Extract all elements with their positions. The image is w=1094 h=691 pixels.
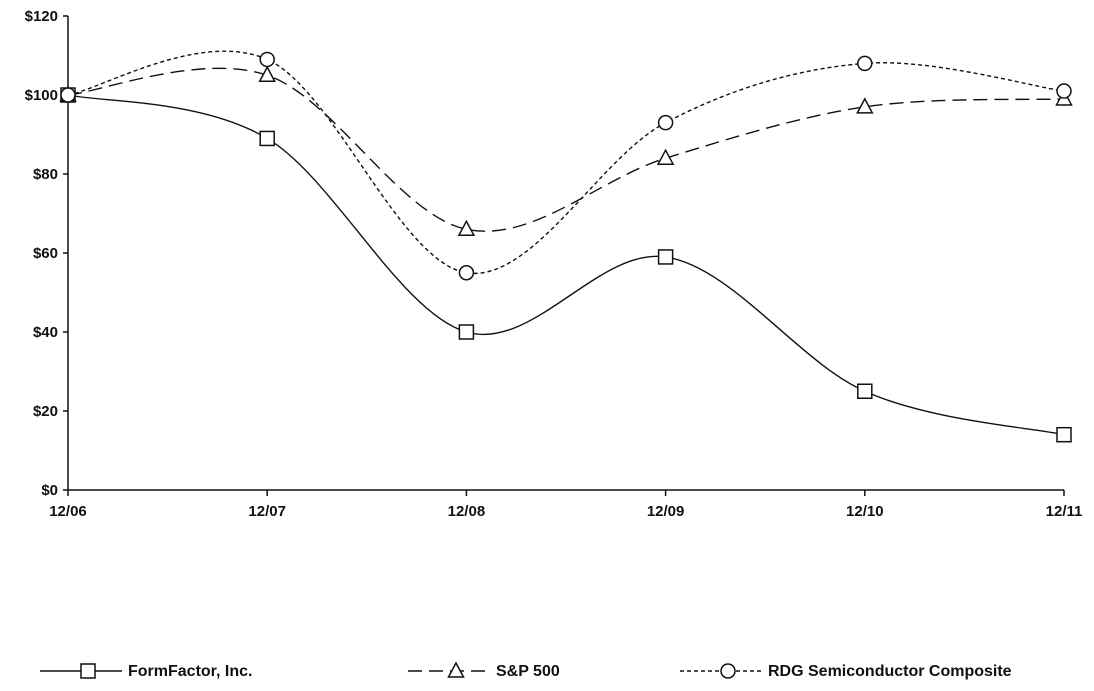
series-layer bbox=[59, 50, 1073, 443]
data-point bbox=[657, 249, 674, 265]
x-tick-label: 12/08 bbox=[448, 503, 486, 520]
legend-marker bbox=[447, 661, 465, 678]
legend-marker bbox=[80, 663, 96, 679]
y-tick-label: $0 bbox=[41, 482, 58, 499]
series-2 bbox=[60, 50, 1072, 281]
legend-label: S&P 500 bbox=[496, 663, 560, 680]
data-point bbox=[857, 383, 873, 399]
data-point bbox=[259, 130, 275, 147]
y-tick-label: $100 bbox=[25, 87, 58, 104]
data-point bbox=[60, 87, 76, 103]
series-line bbox=[67, 50, 1065, 274]
data-point bbox=[856, 97, 874, 114]
y-tick-label: $60 bbox=[33, 245, 58, 262]
x-tick-label: 12/11 bbox=[1046, 503, 1083, 520]
series-1 bbox=[59, 65, 1073, 237]
data-point bbox=[656, 148, 675, 165]
data-point bbox=[458, 324, 475, 340]
x-tick-label: 12/09 bbox=[647, 503, 685, 520]
data-point bbox=[259, 51, 275, 68]
legend-item-1: S&P 500 bbox=[408, 661, 560, 680]
x-tick-label: 12/10 bbox=[846, 503, 884, 520]
legend-item-2: RDG Semiconductor Composite bbox=[680, 663, 1012, 680]
data-point bbox=[1056, 83, 1072, 99]
y-tick-label: $40 bbox=[33, 324, 58, 341]
x-tick-label: 12/07 bbox=[248, 503, 286, 520]
y-tick-label: $80 bbox=[33, 166, 58, 183]
data-point bbox=[458, 265, 475, 281]
y-tick-label: $120 bbox=[25, 8, 58, 25]
y-tick-label: $20 bbox=[33, 403, 58, 420]
data-point bbox=[457, 219, 476, 237]
legend-label: RDG Semiconductor Composite bbox=[768, 663, 1012, 680]
legend-label: FormFactor, Inc. bbox=[128, 663, 252, 680]
legend-item-0: FormFactor, Inc. bbox=[40, 663, 252, 680]
legend: FormFactor, Inc. S&P 500 RDG Semiconductor… bbox=[40, 661, 1012, 680]
axes: $0 $20 $40 $60 $80 $100 $120 12/06 12/07 12/08 12/… bbox=[25, 8, 1083, 520]
series-0 bbox=[60, 87, 1072, 443]
series-line bbox=[67, 94, 1065, 436]
data-point bbox=[1056, 426, 1072, 443]
data-point bbox=[657, 114, 674, 131]
legend-marker bbox=[720, 663, 736, 679]
data-point bbox=[258, 65, 276, 82]
series-line bbox=[67, 67, 1065, 232]
data-point bbox=[857, 55, 873, 72]
x-tick-label: 12/06 bbox=[49, 503, 87, 520]
